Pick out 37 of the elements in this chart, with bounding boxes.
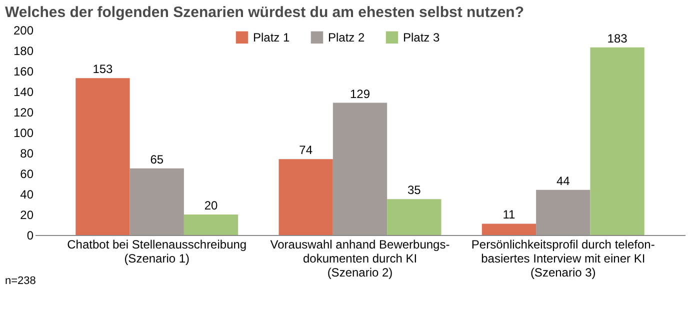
data-label: 153: [92, 62, 114, 76]
bar: [130, 168, 184, 235]
y-tick-label: 40: [20, 188, 34, 202]
bar: [184, 214, 238, 235]
bar: [482, 224, 536, 235]
y-tick-label: 180: [13, 44, 34, 58]
bar: [590, 47, 644, 235]
bar: [278, 159, 333, 235]
legend-label: Platz 2: [328, 30, 366, 44]
y-tick-label: 20: [20, 208, 34, 222]
data-label: 11: [502, 208, 516, 222]
data-label: 74: [299, 143, 313, 158]
legend-label: Platz 3: [403, 30, 440, 44]
bar: [387, 199, 442, 235]
bar: [332, 102, 388, 235]
data-label: 65: [150, 152, 164, 166]
data-label: 35: [407, 183, 422, 198]
x-tick-label: Chatbot bei Stellenausschreibung (Szenario 1): [67, 238, 247, 266]
data-label: 20: [204, 198, 218, 212]
y-tick-label: 200: [13, 24, 34, 38]
y-tick-label: 60: [20, 167, 34, 181]
y-tick-label: 100: [13, 126, 34, 140]
y-tick-label: 160: [13, 64, 34, 78]
data-label: 183: [607, 31, 628, 46]
y-tick-label: 0: [26, 228, 34, 242]
y-tick-label: 140: [13, 85, 34, 99]
x-tick-label: Vorauswahl anhand Bewerbungs- dokumenten durch KI (Szenario 2): [270, 238, 450, 280]
legend-label: Platz 1: [253, 30, 290, 44]
chart-title: Welches der folgenden Szenarien würdest du am ehesten selbst nutzen?: [5, 4, 524, 21]
bar: [76, 78, 130, 235]
text: n=238: [5, 275, 36, 287]
bar: [536, 190, 590, 235]
y-tick-label: 120: [13, 106, 34, 120]
data-label: 129: [350, 86, 370, 101]
data-label: 44: [556, 174, 570, 188]
x-tick-label: Persönlichkeitsprofil durch telefon- basiertes Interview mit einer KI (Szenario 3): [471, 238, 655, 280]
y-tick-label: 80: [20, 146, 34, 160]
